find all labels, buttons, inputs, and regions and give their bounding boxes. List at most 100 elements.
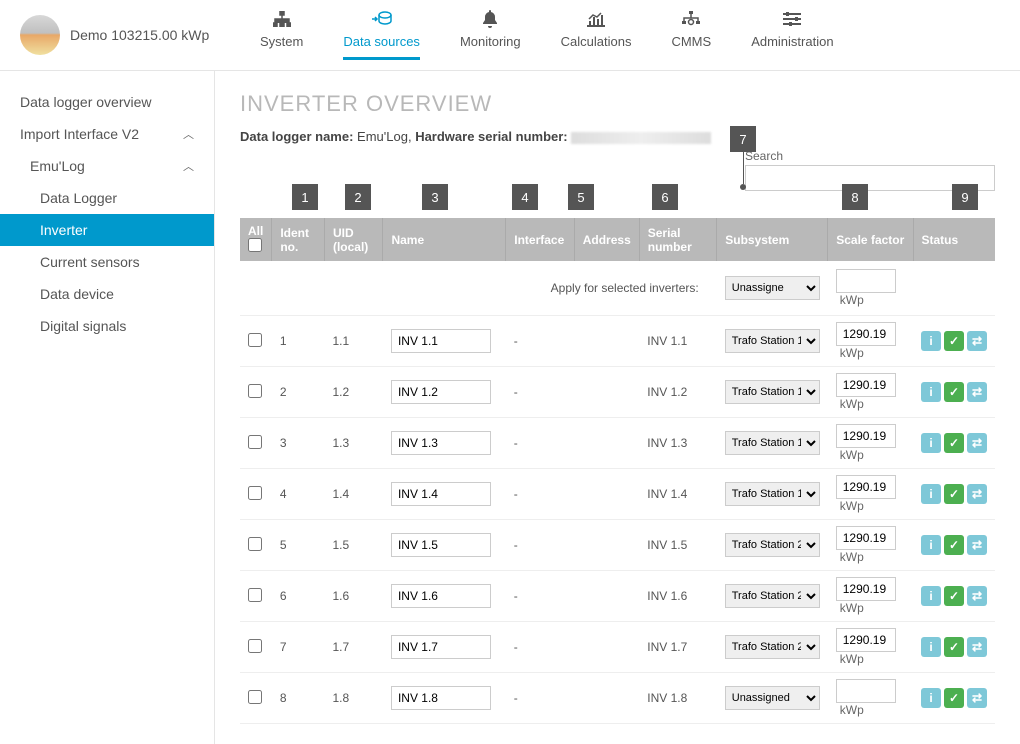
swap-icon[interactable]: ⇄ bbox=[967, 535, 987, 555]
cell-uid: 1.3 bbox=[324, 418, 382, 469]
cell-ident: 5 bbox=[272, 520, 325, 571]
subsystem-select[interactable]: Trafo Station 1Trafo Station 2Unassigned bbox=[725, 635, 820, 659]
unit-label: kWp bbox=[840, 346, 864, 360]
tab-monitoring[interactable]: Monitoring bbox=[460, 10, 521, 60]
logo-section: Demo 103215.00 kWp bbox=[20, 15, 220, 55]
table-row: 71.7-INV 1.7Trafo Station 1Trafo Station… bbox=[240, 622, 995, 673]
name-input[interactable] bbox=[391, 329, 491, 353]
swap-icon[interactable]: ⇄ bbox=[967, 688, 987, 708]
cell-interface: - bbox=[506, 367, 574, 418]
name-input[interactable] bbox=[391, 584, 491, 608]
info-icon[interactable]: i bbox=[921, 484, 941, 504]
apply-scale-input[interactable] bbox=[836, 269, 896, 293]
sidebar-item-digital-signals[interactable]: Digital signals bbox=[0, 310, 214, 342]
subsystem-select[interactable]: Trafo Station 1Trafo Station 2Unassigned bbox=[725, 329, 820, 353]
cell-address bbox=[574, 316, 639, 367]
cell-uid: 1.6 bbox=[324, 571, 382, 622]
row-checkbox[interactable] bbox=[248, 690, 262, 704]
callout-marker-3: 3 bbox=[422, 184, 448, 210]
info-icon[interactable]: i bbox=[921, 331, 941, 351]
scale-input[interactable] bbox=[836, 577, 896, 601]
swap-icon[interactable]: ⇄ bbox=[967, 331, 987, 351]
ok-icon[interactable]: ✓ bbox=[944, 688, 964, 708]
cell-uid: 1.8 bbox=[324, 673, 382, 724]
scale-input[interactable] bbox=[836, 628, 896, 652]
hw-serial-label: Hardware serial number: bbox=[415, 129, 567, 144]
col-scale: Scale factor bbox=[828, 218, 913, 261]
scale-input[interactable] bbox=[836, 322, 896, 346]
sidebar-item-import-interface-v2[interactable]: Import Interface V2︿ bbox=[0, 118, 214, 150]
scale-input[interactable] bbox=[836, 679, 896, 703]
row-checkbox[interactable] bbox=[248, 435, 262, 449]
cell-interface: - bbox=[506, 673, 574, 724]
cell-serial: INV 1.1 bbox=[639, 316, 717, 367]
sidebar-item-data-logger[interactable]: Data Logger bbox=[0, 182, 214, 214]
row-checkbox[interactable] bbox=[248, 639, 262, 653]
subsystem-select[interactable]: Trafo Station 1Trafo Station 2Unassigned bbox=[725, 380, 820, 404]
swap-icon[interactable]: ⇄ bbox=[967, 433, 987, 453]
scale-input[interactable] bbox=[836, 424, 896, 448]
select-all-checkbox[interactable] bbox=[248, 238, 262, 252]
info-icon[interactable]: i bbox=[921, 433, 941, 453]
tab-cmms[interactable]: CMMS bbox=[671, 10, 711, 60]
info-icon[interactable]: i bbox=[921, 586, 941, 606]
swap-icon[interactable]: ⇄ bbox=[967, 586, 987, 606]
name-input[interactable] bbox=[391, 686, 491, 710]
site-name: Demo 103215.00 kWp bbox=[70, 26, 209, 44]
cell-ident: 4 bbox=[272, 469, 325, 520]
ok-icon[interactable]: ✓ bbox=[944, 382, 964, 402]
swap-icon[interactable]: ⇄ bbox=[967, 382, 987, 402]
ok-icon[interactable]: ✓ bbox=[944, 637, 964, 657]
row-checkbox[interactable] bbox=[248, 384, 262, 398]
sidebar-item-current-sensors[interactable]: Current sensors bbox=[0, 246, 214, 278]
scale-input[interactable] bbox=[836, 373, 896, 397]
cell-uid: 1.7 bbox=[324, 622, 382, 673]
subsystem-select[interactable]: Trafo Station 1Trafo Station 2Unassigned bbox=[725, 431, 820, 455]
row-checkbox[interactable] bbox=[248, 486, 262, 500]
subsystem-select[interactable]: Trafo Station 1Trafo Station 2Unassigned bbox=[725, 686, 820, 710]
tab-system[interactable]: System bbox=[260, 10, 303, 60]
cell-interface: - bbox=[506, 520, 574, 571]
sidebar-item-data-device[interactable]: Data device bbox=[0, 278, 214, 310]
callout-marker-8: 8 bbox=[842, 184, 868, 210]
subsystem-select[interactable]: Trafo Station 1Trafo Station 2Unassigned bbox=[725, 533, 820, 557]
info-icon[interactable]: i bbox=[921, 535, 941, 555]
sidebar-item-label: Inverter bbox=[40, 222, 87, 238]
subsystem-select[interactable]: Trafo Station 1Trafo Station 2Unassigned bbox=[725, 584, 820, 608]
unit-label: kWp bbox=[840, 652, 864, 666]
subsystem-select[interactable]: Trafo Station 1Trafo Station 2Unassigned bbox=[725, 482, 820, 506]
row-checkbox[interactable] bbox=[248, 333, 262, 347]
ok-icon[interactable]: ✓ bbox=[944, 535, 964, 555]
info-icon[interactable]: i bbox=[921, 382, 941, 402]
table-row: 81.8-INV 1.8Trafo Station 1Trafo Station… bbox=[240, 673, 995, 724]
sidebar-item-inverter[interactable]: Inverter bbox=[0, 214, 214, 246]
tab-calculations[interactable]: Calculations bbox=[561, 10, 632, 60]
callout-marker-7: 7 bbox=[730, 126, 756, 152]
name-input[interactable] bbox=[391, 431, 491, 455]
scale-input[interactable] bbox=[836, 475, 896, 499]
swap-icon[interactable]: ⇄ bbox=[967, 484, 987, 504]
col-interface: Interface bbox=[506, 218, 574, 261]
name-input[interactable] bbox=[391, 482, 491, 506]
sidebar-item-data-logger-overview[interactable]: Data logger overview bbox=[0, 86, 214, 118]
info-icon[interactable]: i bbox=[921, 637, 941, 657]
info-icon[interactable]: i bbox=[921, 688, 941, 708]
sidebar-item-emu-log[interactable]: Emu'Log︿ bbox=[0, 150, 214, 182]
ok-icon[interactable]: ✓ bbox=[944, 586, 964, 606]
name-input[interactable] bbox=[391, 380, 491, 404]
scale-input[interactable] bbox=[836, 526, 896, 550]
apply-subsystem-select[interactable]: Unassigne bbox=[725, 276, 820, 300]
ok-icon[interactable]: ✓ bbox=[944, 331, 964, 351]
sidebar-item-label: Digital signals bbox=[40, 318, 126, 334]
tab-administration[interactable]: Administration bbox=[751, 10, 833, 60]
chevron-up-icon: ︿ bbox=[183, 126, 194, 142]
tab-data-sources[interactable]: Data sources bbox=[343, 10, 420, 60]
chevron-up-icon: ︿ bbox=[183, 158, 194, 174]
ok-icon[interactable]: ✓ bbox=[944, 433, 964, 453]
name-input[interactable] bbox=[391, 635, 491, 659]
name-input[interactable] bbox=[391, 533, 491, 557]
row-checkbox[interactable] bbox=[248, 537, 262, 551]
swap-icon[interactable]: ⇄ bbox=[967, 637, 987, 657]
ok-icon[interactable]: ✓ bbox=[944, 484, 964, 504]
row-checkbox[interactable] bbox=[248, 588, 262, 602]
